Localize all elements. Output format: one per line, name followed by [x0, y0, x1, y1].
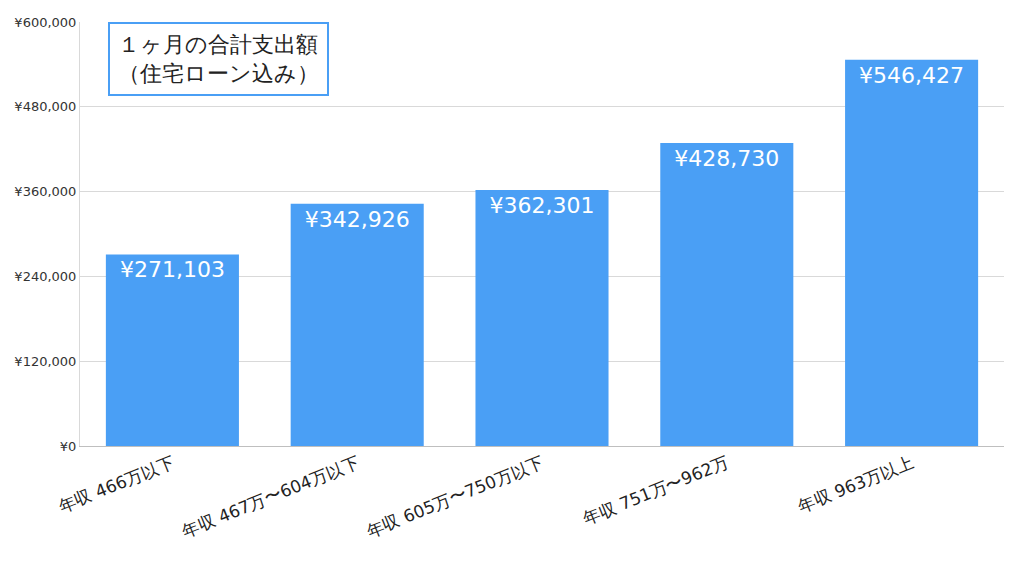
svg-text:¥120,000: ¥120,000: [14, 354, 76, 369]
svg-text:年収 466万以下: 年収 466万以下: [56, 452, 177, 517]
svg-text:¥480,000: ¥480,000: [14, 99, 76, 114]
svg-text:年収 751万〜962万: 年収 751万〜962万: [580, 452, 731, 529]
svg-text:¥240,000: ¥240,000: [14, 269, 76, 284]
svg-text:¥546,427: ¥546,427: [859, 63, 964, 88]
svg-text:１ヶ月の合計支出額（住宅ローン込み）: １ヶ月の合計支出額（住宅ローン込み）: [118, 32, 319, 86]
svg-text:¥0: ¥0: [60, 439, 77, 454]
svg-text:年収 963万以上: 年収 963万以上: [795, 452, 916, 517]
svg-text:¥271,103: ¥271,103: [120, 257, 225, 282]
svg-text:¥362,301: ¥362,301: [490, 193, 595, 218]
svg-text:¥342,926: ¥342,926: [305, 207, 410, 232]
svg-text:¥600,000: ¥600,000: [14, 15, 76, 30]
svg-text:¥428,730: ¥428,730: [674, 146, 779, 171]
svg-text:年収 605万〜750万以下: 年収 605万〜750万以下: [364, 452, 547, 541]
svg-text:¥360,000: ¥360,000: [14, 184, 76, 199]
svg-text:年収 467万〜604万以下: 年収 467万〜604万以下: [179, 452, 362, 541]
